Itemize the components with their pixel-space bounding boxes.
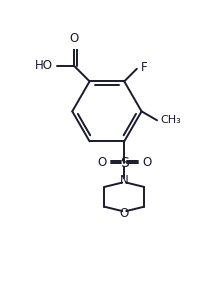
Text: S: S xyxy=(120,156,129,170)
Text: O: O xyxy=(97,156,107,169)
Text: HO: HO xyxy=(35,59,53,73)
Text: N: N xyxy=(120,174,129,187)
Text: O: O xyxy=(142,156,151,169)
Text: CH₃: CH₃ xyxy=(161,115,181,125)
Text: O: O xyxy=(120,207,129,220)
Text: O: O xyxy=(69,32,79,45)
Text: F: F xyxy=(140,61,147,74)
